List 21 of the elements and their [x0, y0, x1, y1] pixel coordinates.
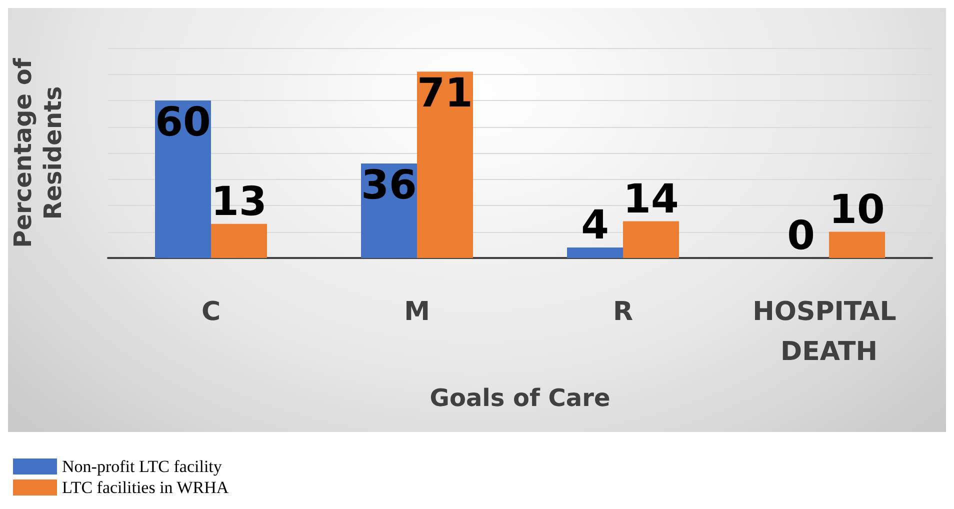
x-tick-label: R [612, 297, 634, 327]
x-tick-label: C [201, 297, 221, 327]
legend-label: Non-profit LTC facility [62, 457, 222, 476]
x-axis-title: Goals of Care [430, 384, 610, 412]
data-label: 36 [361, 162, 417, 208]
data-label: 0 [787, 213, 815, 259]
x-tick-label: HOSPITAL DEATH [752, 297, 906, 367]
data-label: 14 [623, 176, 679, 222]
bar [417, 72, 473, 258]
legend-label: LTC facilities in WRHA [62, 478, 230, 497]
data-label: 4 [581, 202, 609, 248]
bar [623, 221, 679, 258]
y-axis-title: Percentage of Residents [9, 58, 67, 248]
bar [829, 232, 885, 258]
x-tick-label: M [404, 297, 430, 327]
data-label: 71 [417, 70, 473, 117]
bar [567, 248, 623, 258]
data-label: 60 [155, 100, 211, 146]
bar [211, 224, 267, 258]
data-label: 10 [829, 186, 885, 233]
data-label: 13 [211, 178, 267, 225]
